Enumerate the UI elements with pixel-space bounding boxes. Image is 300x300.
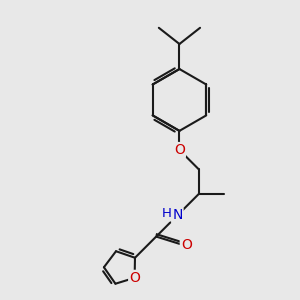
Text: H: H	[162, 207, 172, 220]
Text: O: O	[129, 271, 140, 285]
Text: N: N	[172, 208, 183, 222]
Text: O: O	[174, 143, 185, 157]
Text: O: O	[181, 238, 192, 251]
